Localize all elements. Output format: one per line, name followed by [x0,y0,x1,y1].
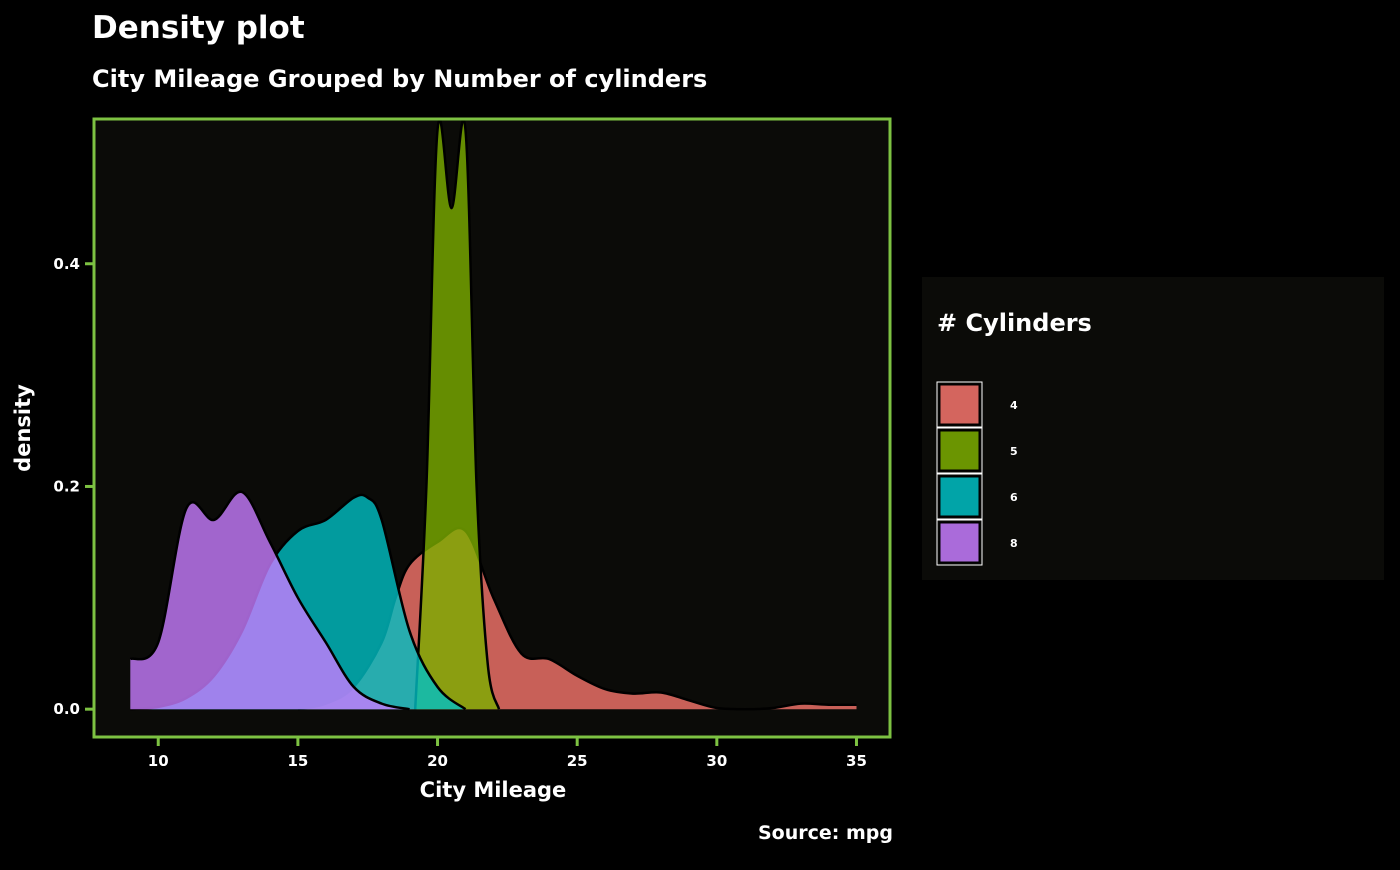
chart-subtitle: City Mileage Grouped by Number of cylind… [92,65,707,93]
legend-keys: 4 5 6 8 [936,381,1018,566]
legend-label-4: 4 [1010,399,1018,412]
density-area-8-cylinders [130,491,410,710]
x-tick-label: 25 [567,752,588,770]
chart-title: Density plot [92,10,305,46]
y-axis-label: density [11,384,35,472]
x-tick-label: 35 [846,752,867,770]
density-areas [129,118,857,711]
x-tick-label: 10 [148,752,169,770]
legend-label-6: 6 [1010,491,1018,504]
legend-background [922,277,1384,580]
legend-swatch-5 [938,429,981,472]
density-line-5-cylinders [413,118,501,710]
y-axis: 0.0 0.2 0.4 [53,255,93,718]
legend-title: # Cylinders [937,309,1092,337]
y-tick-label: 0.0 [53,700,80,718]
density-line-8-cylinders [129,490,410,711]
plot-panel-border [92,117,892,739]
legend-swatch-8 [938,521,981,564]
legend-label-5: 5 [1010,445,1018,458]
x-tick-label: 15 [287,752,308,770]
legend-swatch-4 [938,383,981,426]
y-tick-label: 0.4 [53,255,80,273]
legend-swatch-6 [938,475,981,518]
x-axis: 10 15 20 25 30 35 [148,738,867,770]
y-tick-label: 0.2 [53,477,80,495]
x-tick-label: 30 [706,752,727,770]
chart-caption: Source: mpg [758,822,893,844]
x-axis-label: City Mileage [420,778,567,802]
x-tick-label: 20 [427,752,448,770]
legend: # Cylinders 4 5 6 8 [922,277,1384,580]
legend-label-8: 8 [1010,537,1018,550]
density-area-5-cylinders [415,119,499,710]
